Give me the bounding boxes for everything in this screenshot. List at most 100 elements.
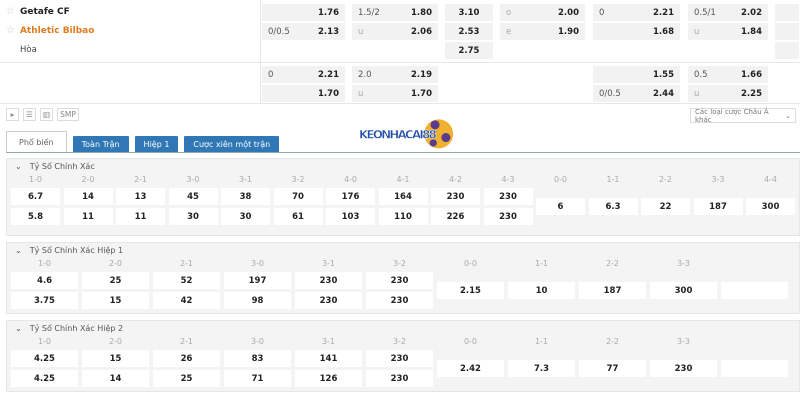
odds-cell[interactable] [775, 42, 799, 59]
draw-score-odds[interactable]: 77 [579, 360, 646, 377]
odds-cell[interactable]: 1.68 [593, 23, 680, 40]
draw-score-odds[interactable]: 2.42 [437, 360, 504, 377]
list-icon[interactable]: ☰ [23, 108, 36, 121]
odds-cell[interactable]: 3.10 [445, 4, 493, 21]
odds-cell[interactable]: 0/0.5 2.44 [593, 85, 680, 102]
away-score-odds[interactable]: 4.25 [11, 370, 78, 387]
draw-score-odds[interactable] [721, 282, 788, 299]
odds-value: 2.44 [653, 88, 674, 99]
away-score-odds[interactable]: 11 [63, 208, 113, 225]
home-score-odds[interactable]: 4.25 [11, 350, 78, 367]
away-score-odds[interactable]: 30 [168, 208, 218, 225]
smp-button[interactable]: SMP [57, 108, 79, 121]
home-score-odds[interactable]: 141 [295, 350, 362, 367]
home-score-odds[interactable]: 176 [326, 188, 375, 205]
odds-cell[interactable]: u 1.70 [352, 85, 438, 102]
odds-cell[interactable]: u 2.25 [688, 85, 768, 102]
section-header[interactable]: ⌄ Tỷ Số Chính Xác Hiệp 1 [15, 245, 123, 256]
home-score-odds[interactable]: 70 [273, 188, 323, 205]
home-score-odds[interactable]: 52 [153, 272, 220, 289]
odds-value: 1.68 [653, 26, 674, 37]
home-score-odds[interactable]: 25 [82, 272, 149, 289]
away-score-odds[interactable]: 103 [326, 208, 375, 225]
away-score-odds[interactable]: 61 [273, 208, 323, 225]
home-score-odds[interactable]: 197 [224, 272, 291, 289]
odds-cell[interactable]: 0.5/1 2.02 [688, 4, 768, 21]
away-score-odds[interactable]: 230 [366, 370, 433, 387]
section-header[interactable]: ⌄ Tỷ Số Chính Xác [15, 161, 95, 172]
draw-score-odds[interactable] [721, 360, 788, 377]
away-score-odds[interactable]: 15 [82, 292, 149, 309]
tab-toan-tran[interactable]: Toàn Trận [72, 136, 129, 153]
away-score-odds[interactable]: 30 [221, 208, 270, 225]
draw-score-odds[interactable]: 10 [508, 282, 575, 299]
home-score-odds[interactable]: 45 [168, 188, 218, 205]
away-score-odds[interactable]: 25 [153, 370, 220, 387]
odds-value: 2.75 [458, 45, 480, 56]
home-score-odds[interactable]: 15 [82, 350, 149, 367]
draw-score-odds[interactable]: 230 [650, 360, 717, 377]
draw-score-odds[interactable]: 300 [650, 282, 717, 299]
away-score-odds[interactable]: 5.8 [11, 208, 60, 225]
away-score-odds[interactable]: 71 [224, 370, 291, 387]
away-score-odds[interactable]: 98 [224, 292, 291, 309]
odds-cell[interactable]: 0 2.21 [593, 4, 680, 21]
away-score-odds[interactable]: 230 [483, 208, 533, 225]
home-score-odds[interactable]: 230 [295, 272, 362, 289]
odds-cell[interactable]: 1.5/2 1.80 [352, 4, 438, 21]
tab-hiep-1[interactable]: Hiệp 1 [134, 136, 179, 153]
away-score-odds[interactable]: 14 [82, 370, 149, 387]
home-score-odds[interactable]: 230 [366, 272, 433, 289]
home-score-odds[interactable]: 164 [378, 188, 428, 205]
away-score-odds[interactable]: 226 [431, 208, 480, 225]
home-score-odds[interactable]: 4.6 [11, 272, 78, 289]
tab-cuoc-xien[interactable]: Cược xiên một trận [184, 136, 280, 153]
away-score-odds[interactable]: 126 [295, 370, 362, 387]
odds-cell[interactable] [775, 4, 799, 21]
odds-cell[interactable]: 2.75 [445, 42, 493, 59]
odds-cell[interactable]: o 2.00 [500, 4, 585, 21]
draw-score-odds[interactable]: 187 [693, 198, 743, 215]
home-score-odds[interactable]: 26 [153, 350, 220, 367]
home-score-odds[interactable]: 6.7 [11, 188, 60, 205]
away-score-odds[interactable]: 230 [295, 292, 362, 309]
play-icon[interactable]: ▸ [6, 108, 19, 121]
odds-cell[interactable]: e 1.90 [500, 23, 585, 40]
away-score-odds[interactable]: 42 [153, 292, 220, 309]
odds-cell[interactable]: 1.55 [593, 66, 680, 83]
draw-score-odds[interactable]: 22 [641, 198, 690, 215]
odds-cell[interactable]: 1.76 [262, 4, 345, 21]
odds-cell[interactable]: 0 2.21 [262, 66, 345, 83]
odds-cell[interactable]: 2.0 2.19 [352, 66, 438, 83]
draw-score-odds[interactable]: 6.3 [588, 198, 638, 215]
away-score-odds[interactable]: 11 [116, 208, 165, 225]
section-header[interactable]: ⌄ Tỷ Số Chính Xác Hiệp 2 [15, 323, 123, 334]
star-icon[interactable]: ☆ [6, 6, 15, 17]
odds-cell[interactable]: 0/0.5 2.13 [262, 23, 345, 40]
home-score-odds[interactable]: 230 [366, 350, 433, 367]
home-score-odds[interactable]: 83 [224, 350, 291, 367]
bar-chart-icon[interactable]: ▥ [40, 108, 54, 121]
draw-score-odds[interactable]: 300 [746, 198, 795, 215]
home-score-odds[interactable]: 230 [483, 188, 533, 205]
draw-score-odds[interactable]: 7.3 [508, 360, 575, 377]
away-score-odds[interactable]: 230 [366, 292, 433, 309]
odds-cell[interactable]: u 1.84 [688, 23, 768, 40]
away-score-odds[interactable]: 3.75 [11, 292, 78, 309]
draw-score-odds[interactable]: 187 [579, 282, 646, 299]
home-score-odds[interactable]: 230 [431, 188, 480, 205]
draw-score-odds[interactable]: 2.15 [437, 282, 504, 299]
tab-pho-bien[interactable]: Phổ biến [6, 131, 67, 153]
away-score-odds[interactable]: 110 [378, 208, 428, 225]
star-icon[interactable]: ☆ [6, 25, 15, 36]
home-score-odds[interactable]: 14 [63, 188, 113, 205]
odds-cell[interactable] [775, 23, 799, 40]
odds-cell[interactable]: u 2.06 [352, 23, 438, 40]
odds-cell[interactable]: 1.70 [262, 85, 345, 102]
odds-cell[interactable]: 0.5 1.66 [688, 66, 768, 83]
draw-score-odds[interactable]: 6 [536, 198, 585, 215]
home-score-odds[interactable]: 38 [221, 188, 270, 205]
home-score-odds[interactable]: 13 [116, 188, 165, 205]
bet-type-dropdown[interactable]: Các loại cược Châu Á khác ⌄ [690, 108, 796, 124]
odds-cell[interactable]: 2.53 [445, 23, 493, 40]
